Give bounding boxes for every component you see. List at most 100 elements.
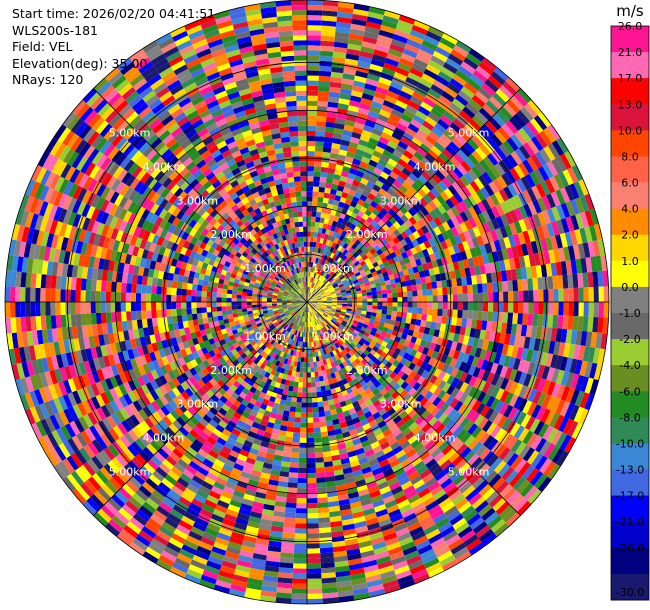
velocity-gate [368,137,379,146]
velocity-gate [416,283,423,291]
velocity-gate [328,264,334,270]
velocity-gate [313,181,320,187]
velocity-gate [336,308,342,312]
velocity-gate [394,249,402,257]
velocity-gate [488,116,502,131]
velocity-gate [564,231,573,247]
velocity-gate [426,190,437,201]
velocity-gate [433,217,443,227]
velocity-gate [401,312,408,318]
velocity-gate [341,295,347,299]
velocity-gate [330,272,336,278]
velocity-gate [362,201,371,210]
velocity-gate [333,41,348,49]
velocity-gate [310,295,316,299]
velocity-gate [307,352,310,358]
velocity-gate [513,194,524,208]
velocity-gate [371,291,378,296]
velocity-gate [516,178,527,193]
velocity-gate [298,467,307,474]
velocity-gate [403,257,411,265]
velocity-gate [546,161,559,177]
velocity-gate [460,61,476,74]
velocity-gate [368,264,375,270]
velocity-gate [483,156,495,169]
velocity-gate [513,220,523,234]
velocity-gate [395,99,408,110]
velocity-gate [309,277,311,283]
velocity-gate [369,280,376,286]
velocity-gate [333,275,339,280]
velocity-gate [423,68,438,80]
velocity-gate [328,91,341,99]
velocity-gate [380,24,396,34]
velocity-gate [510,323,518,336]
velocity-gate [383,10,401,20]
velocity-gate [407,307,413,313]
velocity-gate [390,315,397,321]
velocity-gate [326,224,332,231]
velocity-gate [512,279,519,292]
velocity-gate [322,223,328,230]
velocity-gate [386,288,393,294]
velocity-gate [420,101,434,112]
velocity-gate [505,269,513,281]
velocity-gate [468,118,482,132]
velocity-gate [488,181,499,194]
velocity-gate [533,252,541,266]
velocity-gate [466,238,475,250]
velocity-gate [518,290,524,302]
velocity-gate [579,227,588,244]
velocity-gate [357,302,363,305]
velocity-gate [472,256,480,267]
velocity-gate [353,80,366,89]
velocity-gate [520,324,528,337]
velocity-gate [386,53,401,63]
velocity-gate [385,162,395,172]
velocity-gate [307,166,315,172]
velocity-gate [462,285,468,294]
velocity-gate [481,57,498,72]
velocity-gate [334,31,350,39]
velocity-gate [331,294,337,297]
velocity-gate [346,193,355,201]
velocity-gate [448,141,460,153]
velocity-gate [377,273,384,279]
velocity-gate [543,339,551,354]
velocity-gate [283,522,296,529]
velocity-gate [362,304,368,309]
velocity-gate [340,83,353,91]
velocity-gate [399,275,406,283]
velocity-gate [514,148,527,163]
velocity-gate [334,226,340,233]
velocity-gate [495,228,504,240]
velocity-gate [398,184,408,194]
velocity-gate [297,488,307,494]
velocity-gate [307,125,317,132]
velocity-gate [551,158,563,174]
velocity-gate [374,265,381,272]
velocity-gate [512,233,521,246]
velocity-gate [517,313,524,325]
velocity-gate [486,252,495,264]
velocity-gate [454,234,463,245]
velocity-gate [316,297,322,300]
velocity-gate [309,293,313,298]
velocity-gate [552,314,559,329]
velocity-gate [425,135,437,146]
velocity-gate [333,199,340,207]
velocity-gate [313,236,318,243]
velocity-gate [318,222,324,229]
velocity-gate [530,265,538,279]
velocity-gate [345,251,351,258]
velocity-gate [336,294,342,298]
velocity-gate [310,287,313,293]
velocity-gate [307,422,314,428]
velocity-gate [318,75,331,82]
velocity-gate [330,289,336,293]
velocity-gate [338,98,350,106]
velocity-gate [320,293,326,297]
velocity-gate [553,341,561,356]
velocity-gate [538,289,544,302]
